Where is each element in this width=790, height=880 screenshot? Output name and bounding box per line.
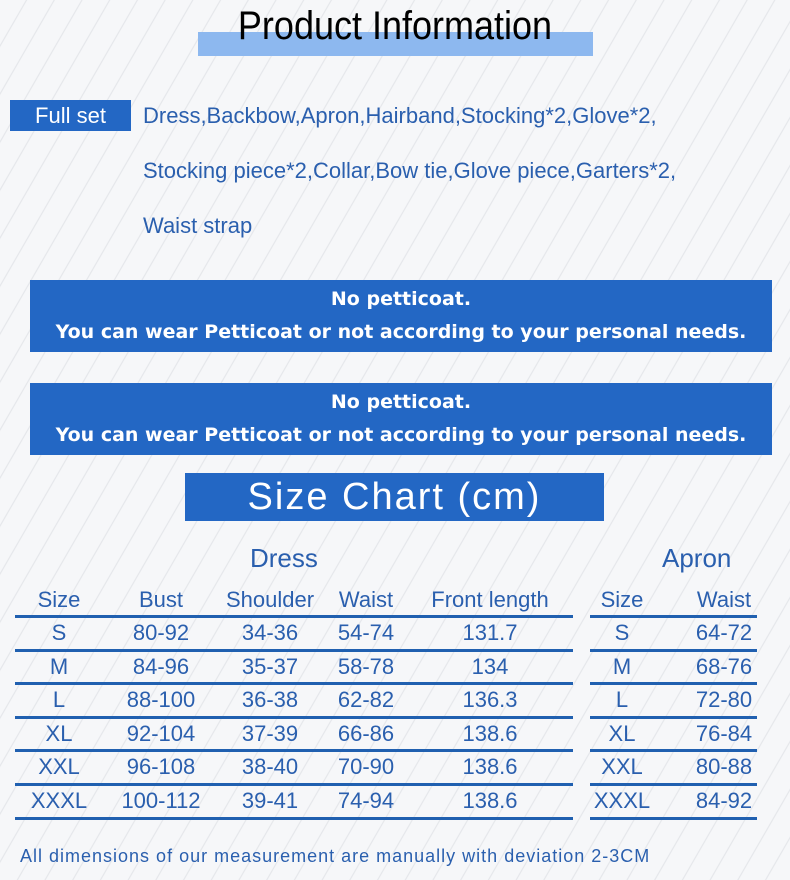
notice-line: No petticoat. bbox=[330, 391, 472, 413]
column-header: Waist bbox=[696, 587, 752, 612]
table-cell: XXXL bbox=[593, 788, 651, 813]
row-divider bbox=[15, 816, 573, 820]
table-cell: 36-38 bbox=[241, 687, 299, 713]
table-cell: M bbox=[612, 653, 632, 679]
table-cell: 76-84 bbox=[695, 720, 753, 746]
table-cell: XL bbox=[608, 720, 636, 746]
table-cell: 138.6 bbox=[462, 788, 518, 813]
row-divider bbox=[15, 648, 573, 652]
full-set-line: Dress,Backbow,Apron,Hairband,Stocking*2,… bbox=[143, 103, 657, 128]
table-cell: 35-37 bbox=[241, 653, 299, 679]
table-cell: 138.6 bbox=[462, 754, 518, 780]
table-cell: 84-96 bbox=[132, 653, 190, 679]
column-header: Size bbox=[600, 587, 644, 612]
row-divider bbox=[590, 816, 757, 820]
table-cell: 64-72 bbox=[695, 620, 753, 645]
notice-line: You can wear Petticoat or not according … bbox=[55, 424, 747, 446]
table-cell: 62-82 bbox=[337, 687, 395, 713]
table-cell: 66-86 bbox=[337, 720, 395, 746]
table-cell: XXL bbox=[601, 754, 643, 780]
notice-line: No petticoat. bbox=[330, 288, 472, 310]
row-divider bbox=[15, 682, 573, 686]
notice-banner: No petticoat. You can wear Petticoat or … bbox=[30, 383, 772, 455]
column-header: Shoulder bbox=[225, 587, 315, 612]
table-cell: L bbox=[52, 687, 66, 713]
full-set-line: Waist strap bbox=[143, 213, 253, 238]
table-cell: 72-80 bbox=[695, 687, 753, 713]
row-divider bbox=[15, 783, 573, 786]
size-chart-title: Size Chart (cm) bbox=[185, 473, 604, 521]
table-cell: M bbox=[49, 653, 69, 679]
table-cell: 80-92 bbox=[132, 620, 190, 645]
table-cell: 38-40 bbox=[241, 754, 299, 780]
column-header: Bust bbox=[138, 587, 184, 612]
table-cell: 92-104 bbox=[126, 720, 196, 746]
notice-banner: No petticoat. You can wear Petticoat or … bbox=[30, 280, 772, 352]
row-divider bbox=[590, 749, 757, 753]
table-cell: S bbox=[614, 620, 630, 645]
table-cell: 58-78 bbox=[337, 653, 395, 679]
table-cell: 96-108 bbox=[126, 754, 196, 780]
table-cell: XXL bbox=[38, 754, 80, 780]
full-set-line: Stocking piece*2,Collar,Bow tie,Glove pi… bbox=[143, 158, 677, 183]
table-cell: 34-36 bbox=[241, 620, 299, 645]
table-cell: XXXL bbox=[30, 788, 88, 813]
row-divider bbox=[590, 615, 757, 618]
table-cell: 100-112 bbox=[121, 788, 201, 813]
table-cell: 88-100 bbox=[126, 687, 196, 713]
column-header: Front length bbox=[431, 587, 549, 612]
table-cell: XL bbox=[45, 720, 73, 746]
table-cell: 54-74 bbox=[337, 620, 395, 645]
table-cell: 68-76 bbox=[695, 653, 753, 679]
table-cell: 84-92 bbox=[695, 788, 753, 813]
row-divider bbox=[15, 749, 573, 753]
table-cell: 70-90 bbox=[337, 754, 395, 780]
row-divider bbox=[590, 783, 757, 786]
table-cell: 131.7 bbox=[462, 620, 518, 645]
table-cell: 39-41 bbox=[241, 788, 299, 813]
row-divider bbox=[15, 715, 573, 719]
column-header: Waist bbox=[338, 587, 394, 612]
table-cell: 138.6 bbox=[462, 720, 518, 746]
row-divider bbox=[590, 715, 757, 719]
apron-table-title: Apron bbox=[662, 543, 732, 573]
row-divider bbox=[590, 648, 757, 652]
table-cell: 80-88 bbox=[695, 754, 753, 780]
table-cell: 74-94 bbox=[337, 788, 395, 813]
column-header: Size bbox=[37, 587, 81, 612]
footnote: All dimensions of our measurement are ma… bbox=[20, 846, 651, 866]
notice-line: You can wear Petticoat or not according … bbox=[55, 321, 747, 343]
table-cell: 37-39 bbox=[241, 720, 299, 746]
table-cell: 134 bbox=[471, 653, 509, 679]
row-divider bbox=[590, 682, 757, 686]
table-cell: S bbox=[51, 620, 67, 645]
page-title: Product Information bbox=[237, 4, 553, 48]
full-set-label: Full set bbox=[10, 100, 131, 131]
dress-table-title: Dress bbox=[250, 543, 318, 573]
table-cell: L bbox=[615, 687, 629, 713]
title-highlight bbox=[198, 32, 593, 56]
row-divider bbox=[15, 615, 573, 618]
table-cell: 136.3 bbox=[462, 687, 518, 713]
